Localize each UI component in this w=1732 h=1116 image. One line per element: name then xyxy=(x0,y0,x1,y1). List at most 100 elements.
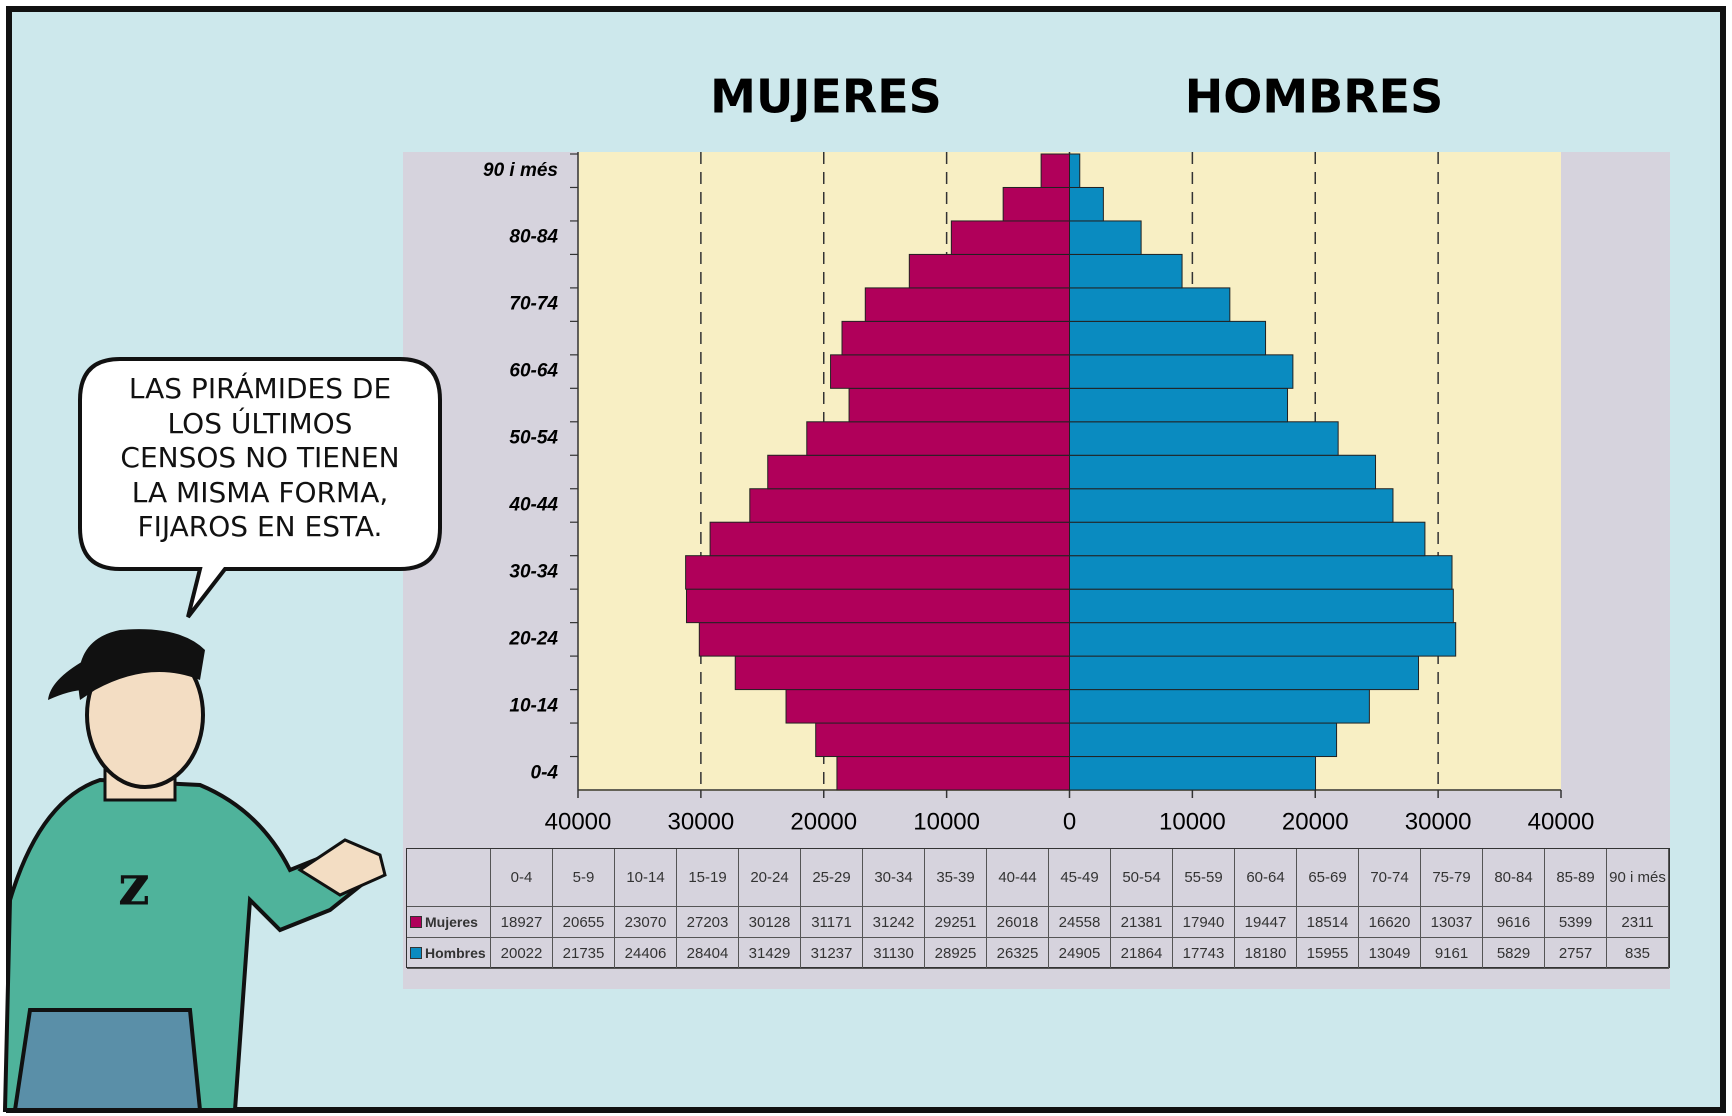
x-tick-label: 30000 xyxy=(668,808,735,835)
table-value: 17743 xyxy=(1173,938,1235,969)
table-value: 5399 xyxy=(1545,907,1607,938)
table-value: 28404 xyxy=(677,938,739,969)
table-header: 85-89 xyxy=(1545,849,1607,907)
table-value: 31237 xyxy=(801,938,863,969)
table-value: 27203 xyxy=(677,907,739,938)
table-header: 35-39 xyxy=(925,849,987,907)
bar xyxy=(1069,387,1289,423)
y-tick-label: 10-14 xyxy=(509,695,558,716)
table-header: 5-9 xyxy=(553,849,615,907)
bar xyxy=(848,387,1070,423)
table-header: 60-64 xyxy=(1235,849,1297,907)
table-header: 30-34 xyxy=(863,849,925,907)
bar xyxy=(830,354,1070,389)
character: z xyxy=(2,629,387,1112)
legend-label: Hombres xyxy=(425,945,486,961)
table-value: 31429 xyxy=(739,938,801,969)
speech-line: LOS ÚLTIMOS xyxy=(167,406,353,440)
speech-text: LAS PIRÁMIDES DE LOS ÚLTIMOS CENSOS NO TIE… xyxy=(80,372,440,545)
table-value: 23070 xyxy=(615,907,677,938)
bar xyxy=(1069,521,1426,557)
table-header: 40-44 xyxy=(987,849,1049,907)
x-tick-label: 10000 xyxy=(913,808,980,835)
x-tick-label: 20000 xyxy=(1282,808,1349,835)
bar xyxy=(785,689,1071,724)
bar xyxy=(709,521,1070,557)
bar xyxy=(698,622,1070,657)
bar xyxy=(1040,153,1071,188)
table-value: 24406 xyxy=(615,938,677,969)
right-title: HOMBRES xyxy=(1185,70,1443,124)
table-value: 20022 xyxy=(491,938,553,969)
bar xyxy=(1069,153,1081,188)
bar xyxy=(1069,722,1338,758)
data-table: 0-4 5-9 10-14 15-19 20-24 25-29 30-34 35-39 40-4… xyxy=(406,848,1670,969)
table-value: 835 xyxy=(1607,938,1669,969)
table-header: 20-24 xyxy=(739,849,801,907)
speech-bubble xyxy=(78,357,442,619)
table-value: 20655 xyxy=(553,907,615,938)
table-value: 29251 xyxy=(925,907,987,938)
table-header: 80-84 xyxy=(1483,849,1545,907)
table-header: 10-14 xyxy=(615,849,677,907)
bar xyxy=(1069,655,1420,691)
bar xyxy=(685,555,1071,590)
table-header: 70-74 xyxy=(1359,849,1421,907)
bar xyxy=(1069,622,1457,657)
bar xyxy=(806,421,1070,456)
table-value: 2311 xyxy=(1607,907,1669,938)
table-value: 9161 xyxy=(1421,938,1483,969)
bar xyxy=(1069,421,1339,456)
table-value: 13037 xyxy=(1421,907,1483,938)
bar xyxy=(864,287,1070,322)
table-value: 18927 xyxy=(491,907,553,938)
bar xyxy=(685,588,1070,624)
bar xyxy=(767,454,1071,490)
table-value: 26325 xyxy=(987,938,1049,969)
table-value: 21381 xyxy=(1111,907,1173,938)
x-tick-label: 30000 xyxy=(1405,808,1472,835)
table-value: 21735 xyxy=(553,938,615,969)
bar xyxy=(950,220,1070,255)
bar xyxy=(1069,588,1454,624)
table-value: 28925 xyxy=(925,938,987,969)
table-header: 0-4 xyxy=(491,849,553,907)
bar xyxy=(1069,253,1183,289)
speech-line: CENSOS NO TIENEN xyxy=(120,441,400,474)
table-header: 25-29 xyxy=(801,849,863,907)
y-tick-label: 20-24 xyxy=(508,628,558,649)
bar xyxy=(1069,186,1104,222)
bar xyxy=(1002,186,1070,222)
legend-swatch xyxy=(410,916,422,928)
bar xyxy=(1069,287,1231,322)
y-tick-label: 30-34 xyxy=(509,561,558,582)
bar xyxy=(815,722,1070,758)
left-title: MUJERES xyxy=(710,70,942,124)
x-tick-label: 10000 xyxy=(1159,808,1226,835)
x-tick-label: 0 xyxy=(1063,808,1076,835)
bar xyxy=(836,756,1071,791)
bar xyxy=(1069,689,1370,724)
table-value: 31242 xyxy=(863,907,925,938)
bar xyxy=(1069,488,1394,523)
table-header: 50-54 xyxy=(1111,849,1173,907)
table-corner xyxy=(407,849,491,907)
x-tick-label: 40000 xyxy=(545,808,612,835)
bar xyxy=(1069,354,1294,389)
bar xyxy=(1069,220,1142,255)
table-value: 31130 xyxy=(863,938,925,969)
table-header: 15-19 xyxy=(677,849,739,907)
y-tick-label: 70-74 xyxy=(509,294,558,315)
y-tick-label: 80-84 xyxy=(509,227,558,248)
table-value: 16620 xyxy=(1359,907,1421,938)
table-value: 31171 xyxy=(801,907,863,938)
table-value: 15955 xyxy=(1297,938,1359,969)
x-tick-label: 40000 xyxy=(1528,808,1595,835)
table-value: 24905 xyxy=(1049,938,1111,969)
y-tick-label: 40-44 xyxy=(508,494,558,515)
table-header: 90 i més xyxy=(1607,849,1669,907)
table-value: 24558 xyxy=(1049,907,1111,938)
table-value: 2757 xyxy=(1545,938,1607,969)
table-value: 9616 xyxy=(1483,907,1545,938)
